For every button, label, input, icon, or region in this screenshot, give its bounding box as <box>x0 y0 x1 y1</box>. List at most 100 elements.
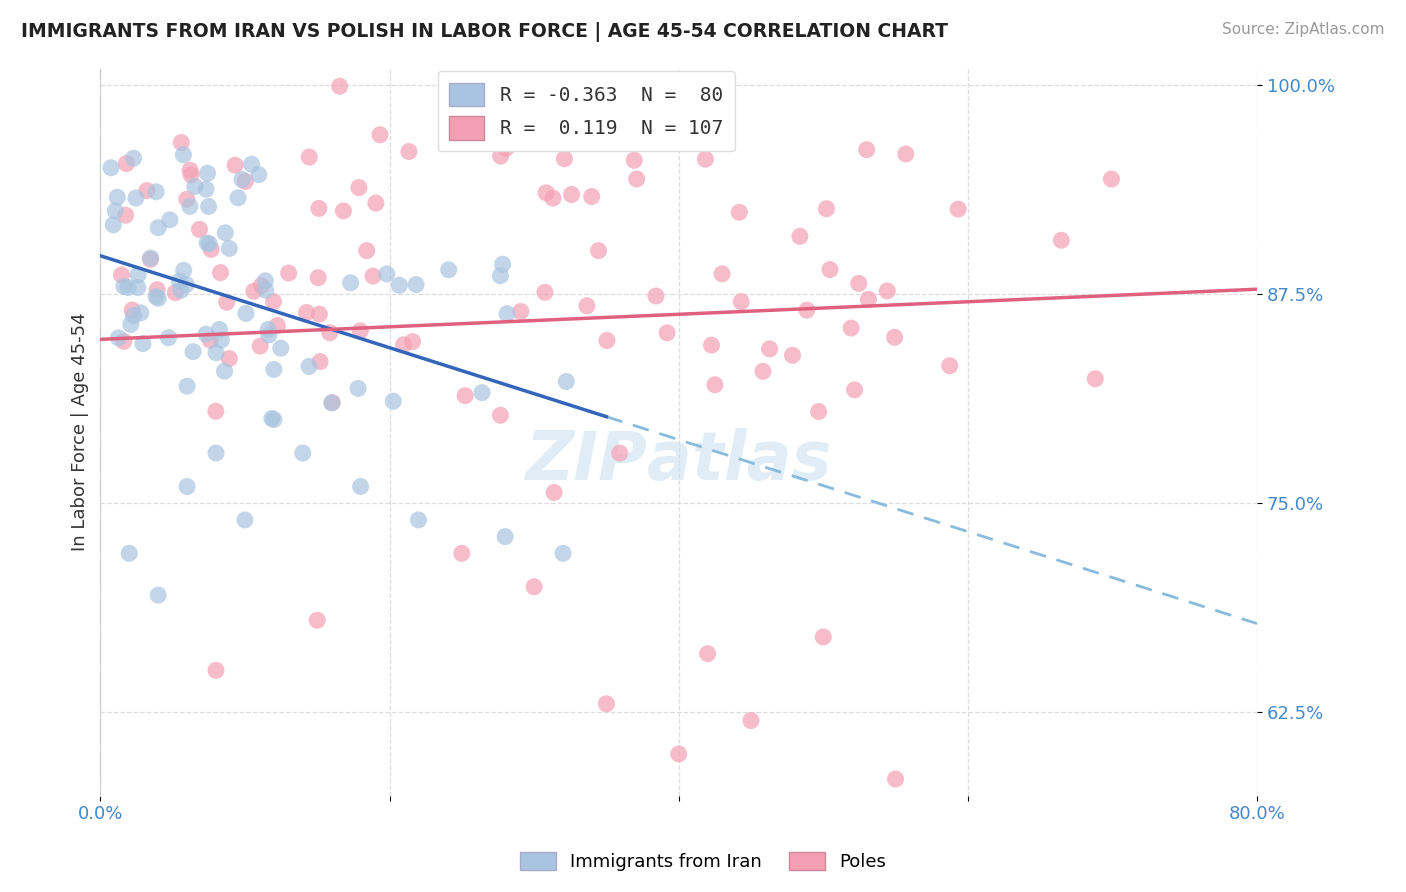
Point <box>226 191 249 205</box>
Point <box>180 168 202 182</box>
Point <box>543 485 565 500</box>
Point <box>361 268 384 283</box>
Point <box>169 274 191 288</box>
Point <box>107 331 129 345</box>
Point <box>218 241 240 255</box>
Point <box>495 141 517 155</box>
Point <box>595 697 617 711</box>
Point <box>127 268 149 282</box>
Point <box>494 530 516 544</box>
Point <box>112 279 135 293</box>
Point <box>626 172 648 186</box>
Text: Source: ZipAtlas.com: Source: ZipAtlas.com <box>1222 22 1385 37</box>
Point <box>534 186 557 200</box>
Point <box>321 395 343 409</box>
Point <box>179 163 201 178</box>
Point <box>655 326 678 340</box>
Point <box>209 333 232 347</box>
Point <box>1050 233 1073 247</box>
Point <box>270 341 292 355</box>
Point <box>496 307 519 321</box>
Point <box>165 285 187 300</box>
Point <box>174 277 197 292</box>
Point <box>122 151 145 165</box>
Point <box>114 208 136 222</box>
Point <box>195 235 218 250</box>
Point <box>247 168 270 182</box>
Point <box>560 187 582 202</box>
Point <box>815 202 838 216</box>
Point <box>179 199 201 213</box>
Point <box>173 263 195 277</box>
Point <box>408 513 430 527</box>
Point <box>645 289 668 303</box>
Point <box>309 354 332 368</box>
Point <box>349 324 371 338</box>
Point <box>465 134 488 148</box>
Point <box>148 588 170 602</box>
Point <box>347 381 370 395</box>
Point <box>205 664 228 678</box>
Point <box>103 218 125 232</box>
Point <box>375 267 398 281</box>
Point <box>807 404 830 418</box>
Point <box>575 299 598 313</box>
Point <box>214 364 236 378</box>
Point <box>184 179 207 194</box>
Point <box>368 128 391 142</box>
Point <box>1101 172 1123 186</box>
Point <box>233 513 256 527</box>
Point <box>132 336 155 351</box>
Point <box>139 252 162 267</box>
Point <box>347 180 370 194</box>
Point <box>388 278 411 293</box>
Point <box>263 362 285 376</box>
Point <box>489 409 512 423</box>
Point <box>491 257 513 271</box>
Point <box>159 212 181 227</box>
Point <box>110 268 132 282</box>
Point <box>157 331 180 345</box>
Point <box>329 79 352 94</box>
Point <box>339 276 361 290</box>
Point <box>121 303 143 318</box>
Point <box>541 191 564 205</box>
Point <box>257 322 280 336</box>
Point <box>224 158 246 172</box>
Point <box>200 333 222 347</box>
Point <box>938 359 960 373</box>
Point <box>405 277 427 292</box>
Point <box>135 184 157 198</box>
Point <box>145 289 167 303</box>
Point <box>260 411 283 425</box>
Point <box>332 203 354 218</box>
Point <box>782 348 804 362</box>
Point <box>382 394 405 409</box>
Point <box>195 182 218 196</box>
Point <box>696 647 718 661</box>
Point <box>876 284 898 298</box>
Point <box>319 326 342 340</box>
Point <box>523 580 546 594</box>
Point <box>231 172 253 186</box>
Point <box>118 546 141 560</box>
Point <box>568 124 591 138</box>
Point <box>170 136 193 150</box>
Point <box>176 192 198 206</box>
Point <box>249 339 271 353</box>
Point <box>146 283 169 297</box>
Point <box>471 385 494 400</box>
Point <box>176 479 198 493</box>
Point <box>454 389 477 403</box>
Point <box>398 145 420 159</box>
Point <box>233 174 256 188</box>
Point <box>257 328 280 343</box>
Point <box>308 202 330 216</box>
Point <box>437 262 460 277</box>
Point <box>730 294 752 309</box>
Point <box>392 338 415 352</box>
Point <box>139 251 162 265</box>
Point <box>195 327 218 342</box>
Point <box>553 152 575 166</box>
Point <box>623 153 645 168</box>
